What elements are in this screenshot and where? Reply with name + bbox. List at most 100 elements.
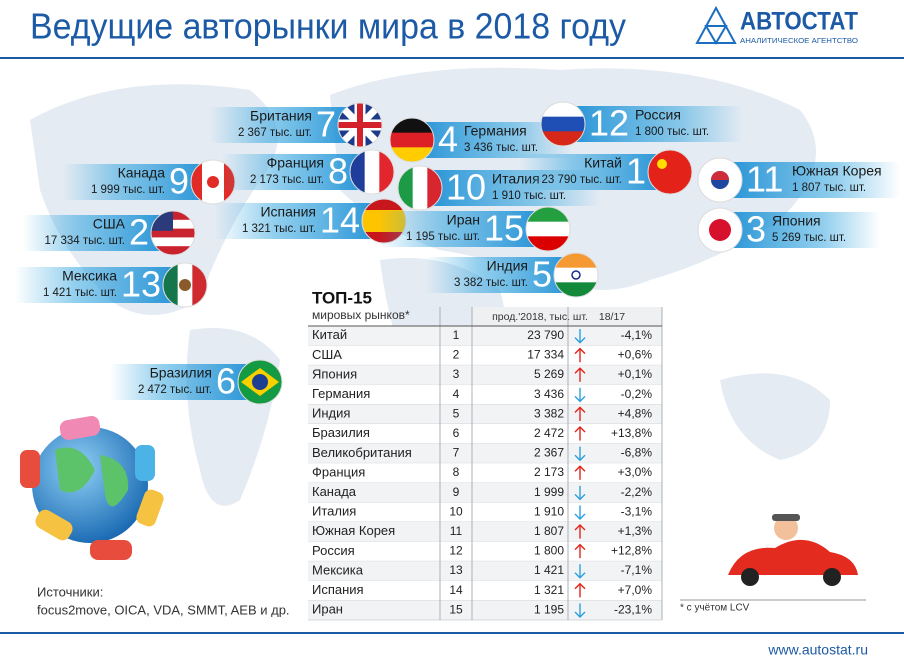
flag-stripe — [364, 150, 380, 194]
rank-cell: 4 — [453, 387, 460, 401]
country-name: Испания — [260, 204, 316, 220]
flag-rim — [397, 165, 443, 211]
sales-cell: 1 321 — [534, 583, 564, 597]
flag-stripe — [541, 116, 585, 132]
country-name: Германия — [464, 123, 527, 139]
sources-text: focus2move, OICA, VDA, SMMT, AEB и др. — [37, 602, 290, 617]
flag-stripe — [541, 102, 585, 118]
country-name: Британия — [250, 108, 312, 124]
sales: 2 367 тыс. шт. — [238, 127, 312, 139]
sales: 3 382 тыс. шт. — [454, 277, 528, 289]
rank-number: 11 — [746, 159, 783, 200]
flag-rim — [697, 157, 743, 203]
change-cell: -6,8% — [621, 446, 653, 460]
rank-number: 12 — [589, 103, 629, 144]
flag-stripe — [412, 166, 428, 210]
flag-emblem — [571, 270, 581, 280]
rank-cell: 14 — [449, 583, 463, 597]
logo-subtitle: АНАЛИТИЧЕСКОЕ АГЕНТСТВО — [740, 38, 859, 45]
trend-arrow — [574, 485, 586, 501]
table-row — [308, 541, 662, 562]
label-bar — [63, 164, 213, 200]
flag-stripe — [191, 160, 203, 204]
country-name: Мексика — [62, 268, 117, 284]
flag-rim — [525, 206, 571, 252]
flag — [526, 207, 570, 251]
rank-number: 5 — [532, 254, 552, 295]
change-cell: -2,2% — [621, 485, 653, 499]
table-row — [308, 502, 662, 522]
change-cell: +0,1% — [618, 367, 653, 381]
sales-cell: 1 195 — [534, 602, 564, 616]
sales: 3 436 тыс. шт. — [464, 142, 538, 154]
flag-rim — [237, 359, 283, 405]
logo-icon — [695, 5, 737, 45]
country-cell: Германия — [312, 386, 370, 401]
flag-rim — [540, 101, 586, 147]
flag-emblem — [252, 374, 268, 390]
column-header: 18/17 — [599, 311, 625, 323]
rank-cell: 2 — [453, 348, 460, 362]
flag-stripe — [390, 132, 434, 148]
sales-cell: 5 269 — [534, 367, 564, 381]
rank-number: 6 — [216, 361, 236, 402]
change-cell: +12,8% — [611, 544, 652, 558]
flag-stripe — [554, 267, 598, 283]
country-name: Иран — [447, 212, 480, 228]
country-name: Южная Корея — [792, 163, 882, 179]
rank-cell: 3 — [453, 367, 460, 381]
country-name: США — [93, 216, 126, 232]
table-row — [308, 482, 662, 503]
country-name: Индия — [487, 258, 528, 274]
title: Ведущие авторынки мира в 2018 году — [30, 6, 626, 47]
arrow-head — [574, 426, 586, 433]
flag-stripe — [362, 199, 406, 211]
trend-arrow — [574, 603, 586, 618]
flag — [338, 103, 382, 147]
change-cell: +4,8% — [618, 406, 653, 420]
sales: 1 807 тыс. шт. — [792, 182, 866, 194]
trend-arrow — [574, 347, 586, 363]
car-illustration — [728, 514, 858, 586]
country-cell: Канада — [312, 484, 357, 499]
country-cell: Россия — [312, 543, 355, 558]
table-row — [308, 424, 662, 444]
footer-url: www.autostat.ru — [767, 642, 868, 658]
flag-stripe — [163, 263, 179, 307]
flag-stripe — [554, 282, 598, 297]
flag-emblem — [657, 159, 667, 169]
flag — [648, 150, 692, 194]
arrow-head — [574, 454, 586, 462]
sales: 1 800 тыс. шт. — [635, 126, 709, 138]
label-bar — [520, 154, 670, 190]
sales: 23 790 тыс. шт. — [542, 174, 622, 186]
rank-cell: 15 — [449, 602, 463, 616]
country-name: Бразилия — [150, 365, 212, 381]
country-cell: Великобритания — [312, 445, 412, 460]
map-label: 3 Япония 5 269 тыс. шт. — [697, 207, 880, 253]
flag-stripe — [379, 150, 394, 194]
map-label: 11 Южная Корея 1 807 тыс. шт. — [697, 157, 900, 203]
sales: 5 269 тыс. шт. — [772, 232, 846, 244]
flag — [350, 150, 394, 194]
rank-cell: 9 — [453, 485, 460, 499]
column-header: прод.'2018, тыс. шт. — [492, 311, 588, 323]
country-name: Китай — [584, 155, 622, 171]
flag-stripe — [151, 228, 195, 238]
trend-arrow — [574, 406, 586, 421]
sales-cell: 2 472 — [534, 426, 564, 440]
table-row — [308, 345, 662, 366]
flag-rim — [389, 117, 435, 163]
sales-cell: 2 173 — [534, 465, 564, 479]
arrow-head — [574, 493, 586, 501]
rank-number: 15 — [484, 208, 524, 249]
country-cell: Бразилия — [312, 425, 370, 440]
country-name: Россия — [635, 107, 681, 123]
change-cell: +0,6% — [618, 348, 653, 362]
country-cell: Иран — [312, 602, 343, 617]
